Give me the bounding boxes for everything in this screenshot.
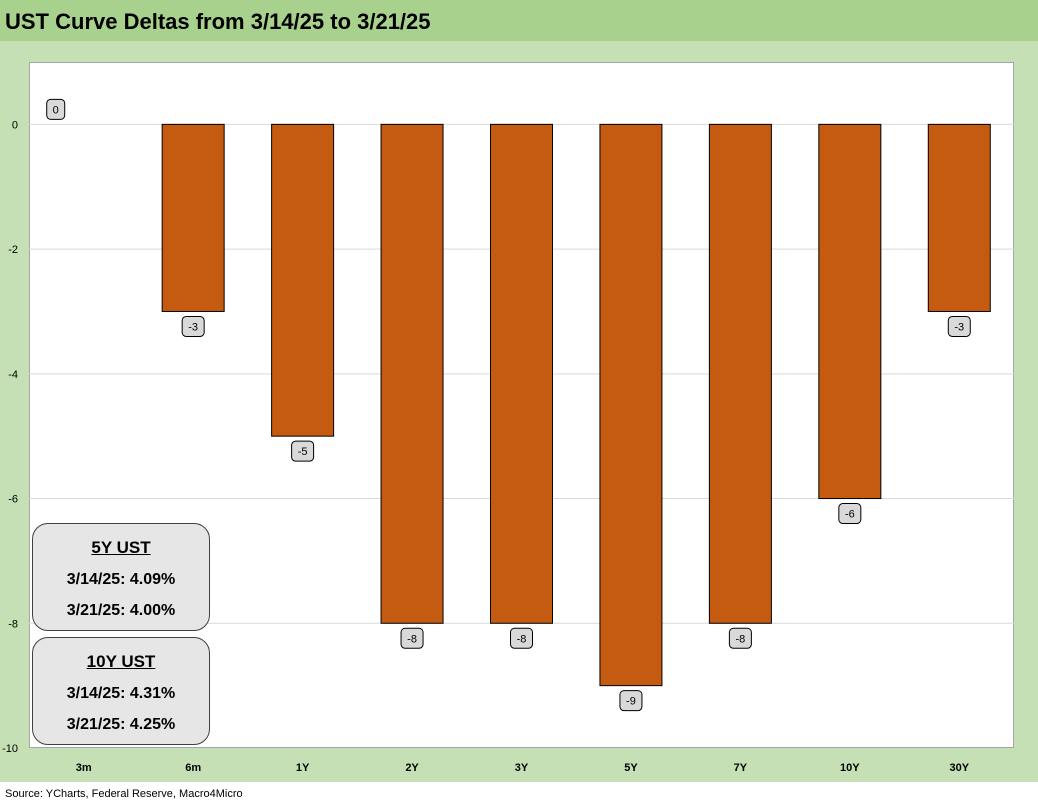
- x-category-label: 2Y: [405, 762, 419, 774]
- x-category-label: 5Y: [624, 762, 638, 774]
- data-label: -3: [954, 321, 964, 333]
- y-tick-label: -2: [8, 244, 18, 256]
- info-box-5y-heading: 5Y UST: [91, 538, 151, 557]
- data-label-box: [510, 627, 533, 649]
- y-tick-label: -4: [8, 369, 18, 381]
- bar: [161, 123, 225, 312]
- x-category-label: 1Y: [296, 762, 310, 774]
- bar: [818, 123, 882, 500]
- y-tick-label: 0: [12, 119, 18, 131]
- y-tick-label: -8: [8, 618, 18, 630]
- bar: [927, 123, 991, 312]
- data-label-box: [400, 627, 424, 649]
- chart-title: UST Curve Deltas from 3/14/25 to 3/21/25: [5, 9, 431, 34]
- info-box-10y-line-2: 3/21/25: 4.25%: [66, 716, 176, 733]
- info-box-10y-heading: 10Y UST: [86, 652, 156, 671]
- data-label: -3: [188, 321, 198, 333]
- info-box-5y-line-2: 3/21/25: 4.00%: [66, 602, 176, 619]
- data-label-box: [947, 315, 971, 337]
- data-label: -8: [407, 633, 417, 645]
- x-category-label: 3m: [76, 762, 92, 774]
- info-box-5y-line-1: 3/14/25: 4.09%: [66, 571, 176, 588]
- x-category-label: 6m: [185, 762, 201, 774]
- data-label-box: [728, 627, 752, 649]
- bar: [490, 123, 553, 624]
- data-label-box: [181, 315, 205, 337]
- data-label-box: [291, 440, 315, 462]
- x-category-label: 7Y: [734, 762, 748, 774]
- data-label-box: [838, 503, 862, 525]
- data-label-box: [46, 98, 66, 120]
- x-category-label: 30Y: [949, 762, 969, 774]
- bar: [380, 123, 444, 624]
- bar: [708, 123, 772, 624]
- x-category-label: 3Y: [515, 762, 529, 774]
- bar: [271, 123, 335, 437]
- data-label: -6: [845, 509, 855, 521]
- info-box-10y: 10Y UST 3/14/25: 4.31% 3/21/25: 4.25%: [32, 637, 210, 745]
- y-tick-label: -10: [2, 743, 18, 755]
- title-bar: UST Curve Deltas from 3/14/25 to 3/21/25: [0, 0, 1038, 41]
- data-label: -5: [298, 446, 308, 458]
- y-tick-label: -6: [8, 494, 18, 506]
- x-category-label: 10Y: [840, 762, 860, 774]
- data-label: 0: [53, 104, 59, 116]
- data-label: -8: [735, 633, 745, 645]
- source-note: Source: YCharts, Federal Reserve, Macro4…: [5, 788, 243, 800]
- bar: [599, 123, 663, 687]
- info-box-5y: 5Y UST 3/14/25: 4.09% 3/21/25: 4.00%: [32, 523, 210, 631]
- data-label: -9: [626, 696, 636, 708]
- data-label-box: [619, 690, 643, 712]
- data-label: -8: [517, 633, 527, 645]
- info-box-10y-line-1: 3/14/25: 4.31%: [66, 685, 176, 702]
